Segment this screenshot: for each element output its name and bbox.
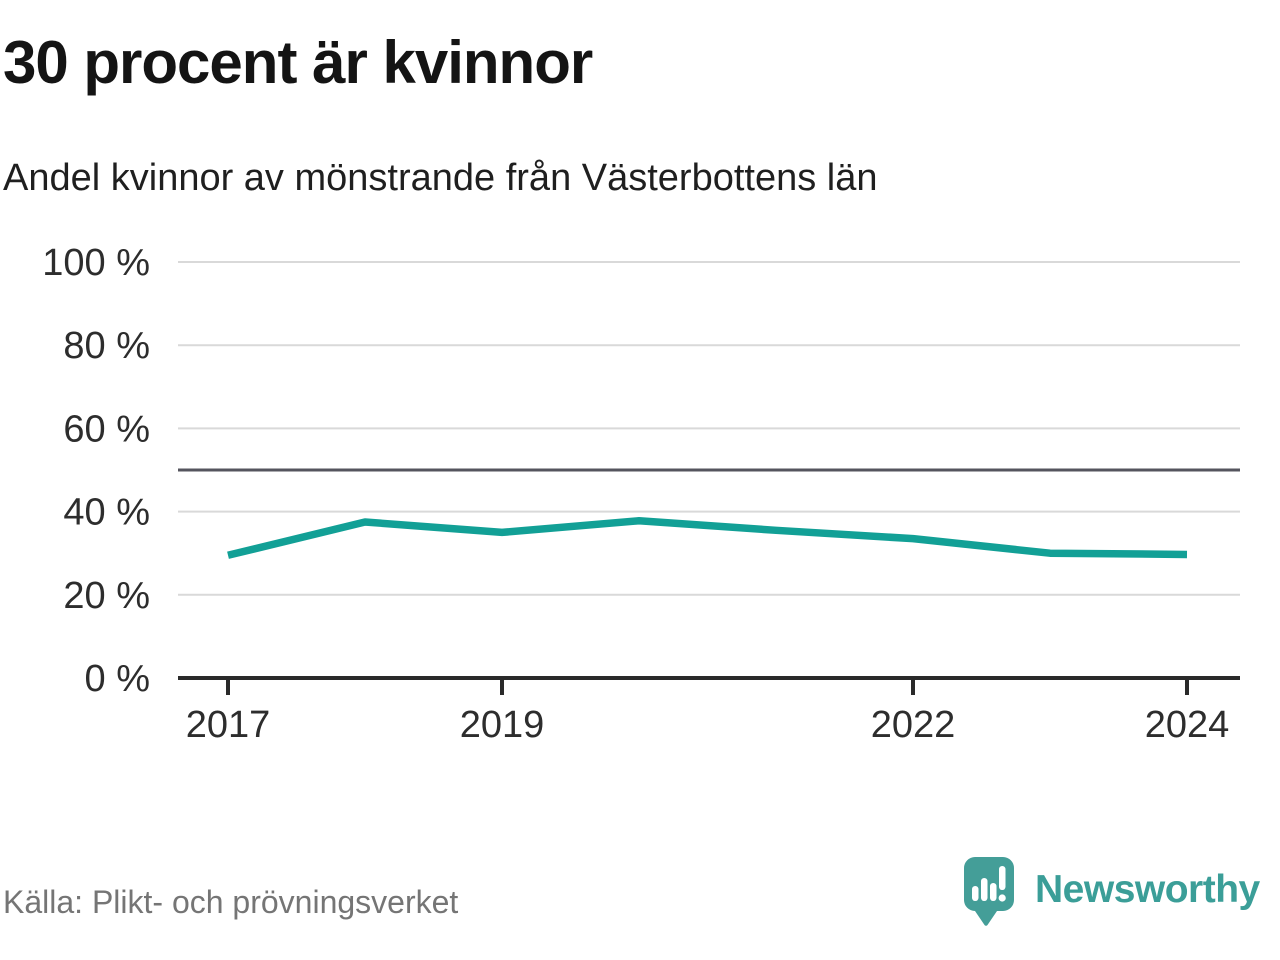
y-tick-label-20: 20 % <box>63 575 150 617</box>
page-subtitle: Andel kvinnor av mönstrande från Västerb… <box>3 157 878 199</box>
x-tick-label-2022: 2022 <box>871 704 956 746</box>
logo-bar-1 <box>972 886 979 901</box>
x-tick-label-2019: 2019 <box>460 704 545 746</box>
logo-bar-2 <box>981 878 988 901</box>
logo-bubble-shape <box>964 857 1014 926</box>
y-tick-label-0: 0 % <box>85 658 150 700</box>
logo-bar-3 <box>990 883 997 901</box>
x-tick-label-2024: 2024 <box>1145 704 1230 746</box>
logo-exclamation-dot <box>998 894 1006 902</box>
source-note: Källa: Plikt- och prövningsverket <box>3 884 459 920</box>
data-line-andel-kvinnor <box>227 517 1188 559</box>
newsworthy-logo: Newsworthy <box>963 856 1275 936</box>
y-tick-label-40: 40 % <box>63 492 150 534</box>
page-title: 30 procent är kvinnor <box>3 29 593 96</box>
newsworthy-logo-icon <box>964 857 1014 926</box>
brand-name: Newsworthy <box>1035 868 1260 911</box>
y-tick-label-80: 80 % <box>63 325 150 367</box>
y-tick-label-100: 100 % <box>42 242 150 284</box>
logo-exclamation-bar <box>999 866 1006 890</box>
x-tick-label-2017: 2017 <box>186 704 271 746</box>
y-tick-label-60: 60 % <box>63 408 150 450</box>
